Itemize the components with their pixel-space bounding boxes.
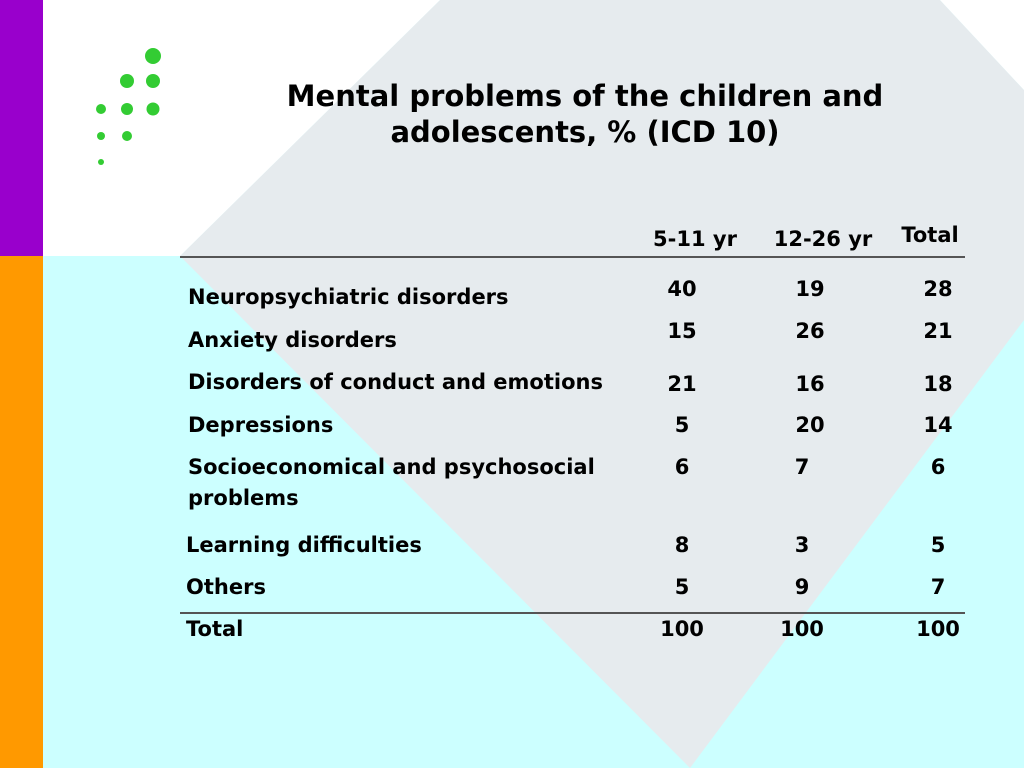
slide-title: Mental problems of the children and adol… xyxy=(230,78,940,150)
row-label: Learning difficulties xyxy=(186,533,422,557)
row-value: 5 xyxy=(674,413,690,437)
row-value: 5 xyxy=(674,575,690,599)
total-label: Total xyxy=(186,617,244,641)
header-total: Total xyxy=(901,223,959,247)
background-corner-right xyxy=(940,0,1024,90)
row-value: 7 xyxy=(930,575,946,599)
row-value: 3 xyxy=(794,533,810,557)
row-value: 6 xyxy=(674,455,690,479)
row-label: Others xyxy=(186,575,266,599)
table-header-rule xyxy=(180,256,965,258)
row-value: 21 xyxy=(667,372,697,396)
row-label: Anxiety disorders xyxy=(188,328,397,352)
total-value: 100 xyxy=(780,617,824,641)
row-value: 16 xyxy=(795,372,825,396)
row-value: 15 xyxy=(667,319,697,343)
dots-logo-icon xyxy=(96,48,161,165)
header-5-11: 5-11 yr xyxy=(653,227,737,251)
title-line-1: Mental problems of the children and xyxy=(286,79,884,113)
row-value: 18 xyxy=(923,372,953,396)
header-12-26: 12-26 yr xyxy=(773,227,873,251)
row-value: 26 xyxy=(795,319,825,343)
row-value: 5 xyxy=(930,533,946,557)
row-label: Socioeconomical and psychosocial problem… xyxy=(188,455,595,510)
row-value: 21 xyxy=(923,319,953,343)
row-value: 20 xyxy=(795,413,825,437)
row-value: 9 xyxy=(794,575,810,599)
table-total-rule xyxy=(180,612,965,614)
row-value: 28 xyxy=(923,277,953,301)
background-diamond xyxy=(180,0,1024,768)
row-value: 14 xyxy=(923,413,953,437)
row-value: 7 xyxy=(794,455,810,479)
row-value: 6 xyxy=(930,455,946,479)
total-value: 100 xyxy=(660,617,704,641)
accent-bar-bottom xyxy=(0,256,43,768)
row-label: Neuropsychiatric disorders xyxy=(188,285,509,309)
background-corner xyxy=(43,0,440,256)
row-value: 40 xyxy=(667,277,697,301)
row-value: 19 xyxy=(795,277,825,301)
row-label: Disorders of conduct and emotions xyxy=(188,370,603,394)
row-label: Depressions xyxy=(188,413,334,437)
title-line-2: adolescents, % (ICD 10) xyxy=(390,115,780,149)
accent-bar-top xyxy=(0,0,43,256)
row-value: 8 xyxy=(674,533,690,557)
total-value: 100 xyxy=(916,617,960,641)
